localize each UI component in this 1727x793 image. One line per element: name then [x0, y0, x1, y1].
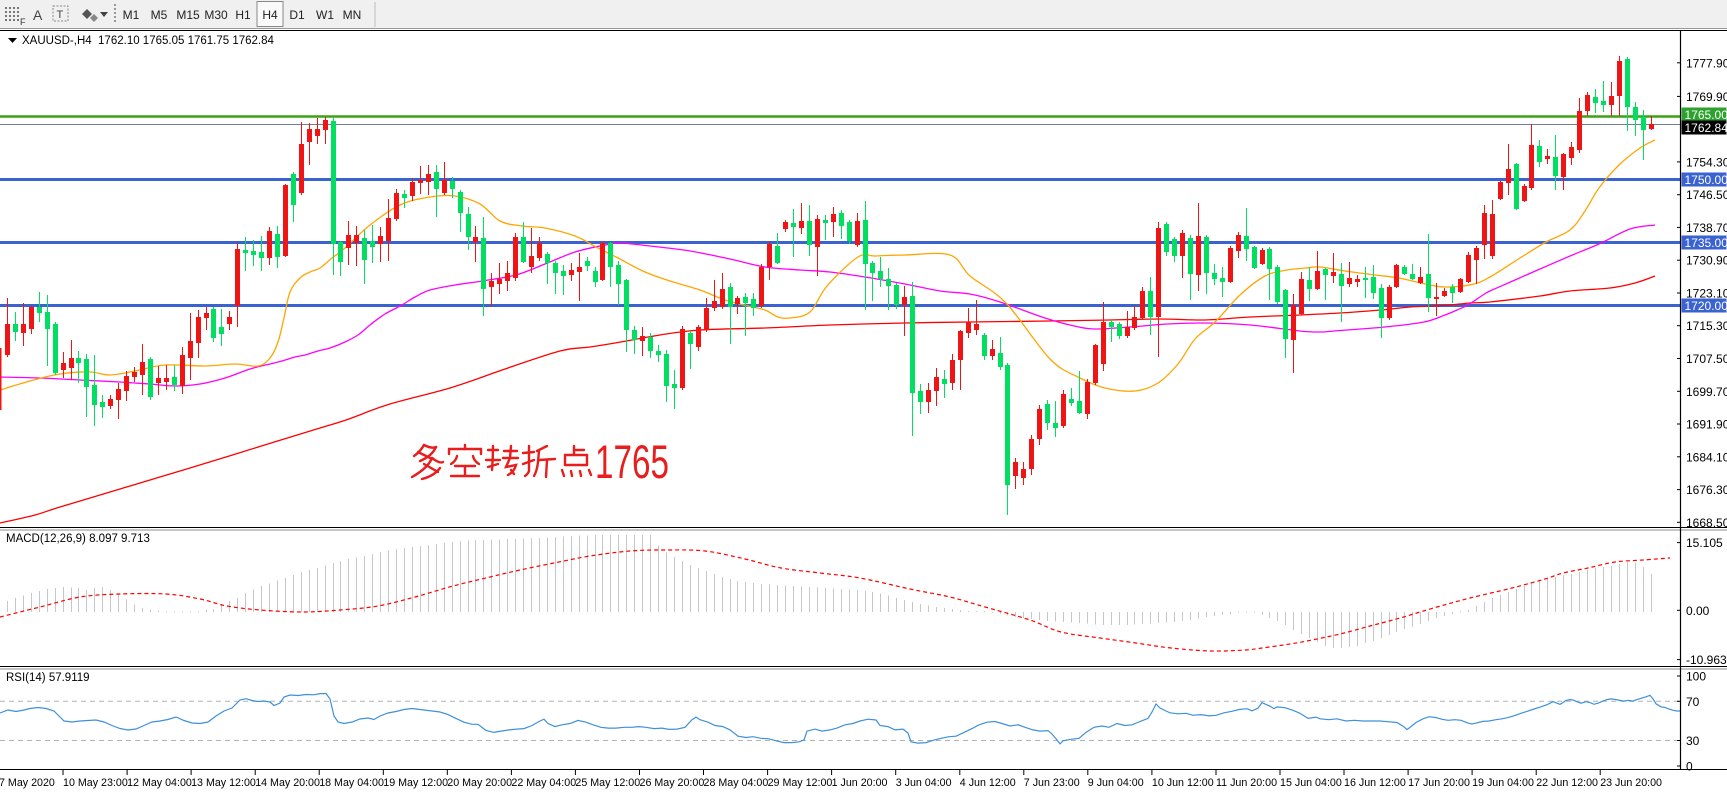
svg-text:1699.70: 1699.70: [1686, 385, 1727, 399]
svg-text:14 May 20:00: 14 May 20:00: [255, 777, 320, 789]
svg-text:17 Jun 20:00: 17 Jun 20:00: [1408, 777, 1470, 789]
svg-text:T: T: [57, 9, 64, 21]
svg-text:-10.963: -10.963: [1686, 653, 1727, 667]
svg-text:11 Jun 20:00: 11 Jun 20:00: [1216, 777, 1277, 789]
svg-text:1730.90: 1730.90: [1686, 254, 1727, 268]
svg-text:1691.90: 1691.90: [1686, 418, 1727, 432]
svg-text:25 May 12:00: 25 May 12:00: [575, 777, 640, 789]
svg-text:0: 0: [1686, 760, 1693, 774]
svg-text:1715.30: 1715.30: [1686, 319, 1727, 333]
svg-text:10 Jun 12:00: 10 Jun 12:00: [1152, 777, 1214, 789]
svg-text:XAUUSD-,H4 1762.10 1765.05 17: XAUUSD-,H4 1762.10 1765.05 1761.75 1762.…: [22, 35, 275, 47]
svg-text:1777.90: 1777.90: [1686, 56, 1727, 70]
svg-text:30: 30: [1686, 734, 1700, 748]
svg-text:M5: M5: [151, 8, 168, 22]
svg-text:W1: W1: [316, 8, 334, 22]
svg-text:1765: 1765: [595, 435, 669, 488]
svg-text:28 May 04:00: 28 May 04:00: [704, 777, 769, 789]
svg-text:7 May 2020: 7 May 2020: [0, 777, 55, 789]
svg-text:1746.50: 1746.50: [1686, 188, 1727, 202]
svg-text:1762.84: 1762.84: [1685, 121, 1727, 135]
svg-text:29 May 12:00: 29 May 12:00: [768, 777, 833, 789]
svg-text:1754.30: 1754.30: [1686, 155, 1727, 169]
svg-text:1738.70: 1738.70: [1686, 221, 1727, 235]
svg-text:19 May 12:00: 19 May 12:00: [383, 777, 448, 789]
svg-text:H1: H1: [235, 8, 251, 22]
svg-text:15.105: 15.105: [1686, 536, 1723, 550]
svg-text:F: F: [20, 17, 26, 27]
svg-text:RSI(14) 57.9119: RSI(14) 57.9119: [6, 672, 90, 684]
svg-text:1684.10: 1684.10: [1686, 450, 1727, 464]
svg-text:12 May 04:00: 12 May 04:00: [127, 777, 192, 789]
svg-text:3 Jun 04:00: 3 Jun 04:00: [896, 777, 952, 789]
svg-text:M15: M15: [176, 8, 200, 22]
svg-text:26 May 20:00: 26 May 20:00: [640, 777, 705, 789]
svg-text:1668.50: 1668.50: [1686, 516, 1727, 530]
svg-text:A: A: [33, 7, 43, 23]
svg-text:4 Jun 12:00: 4 Jun 12:00: [960, 777, 1016, 789]
svg-text:100: 100: [1686, 670, 1706, 684]
svg-text:22 Jun 12:00: 22 Jun 12:00: [1536, 777, 1598, 789]
svg-text:70: 70: [1686, 695, 1700, 709]
svg-text:1676.30: 1676.30: [1686, 483, 1727, 497]
svg-text:1707.50: 1707.50: [1686, 352, 1727, 366]
svg-text:M30: M30: [204, 8, 228, 22]
svg-text:1723.10: 1723.10: [1686, 287, 1727, 301]
svg-text:1765.00: 1765.00: [1685, 108, 1727, 122]
svg-text:18 May 04:00: 18 May 04:00: [319, 777, 384, 789]
svg-text:9 Jun 04:00: 9 Jun 04:00: [1088, 777, 1144, 789]
svg-text:1735.00: 1735.00: [1685, 236, 1727, 250]
svg-text:MACD(12,26,9) 8.097 9.713: MACD(12,26,9) 8.097 9.713: [6, 533, 150, 545]
svg-text:7 Jun 23:00: 7 Jun 23:00: [1024, 777, 1080, 789]
svg-text:1750.00: 1750.00: [1685, 173, 1727, 187]
svg-text:H4: H4: [262, 8, 278, 22]
svg-text:0.00: 0.00: [1686, 604, 1710, 618]
svg-text:22 May 04:00: 22 May 04:00: [511, 777, 576, 789]
svg-text:10 May 23:00: 10 May 23:00: [63, 777, 128, 789]
svg-text:M1: M1: [123, 8, 140, 22]
svg-text:1 Jun 20:00: 1 Jun 20:00: [832, 777, 888, 789]
svg-text:D1: D1: [289, 8, 305, 22]
svg-text:20 May 20:00: 20 May 20:00: [447, 777, 512, 789]
svg-text:23 Jun 20:00: 23 Jun 20:00: [1600, 777, 1662, 789]
svg-text:1769.90: 1769.90: [1686, 90, 1727, 104]
svg-text:MN: MN: [343, 8, 362, 22]
svg-text:16 Jun 12:00: 16 Jun 12:00: [1344, 777, 1406, 789]
svg-text:1720.00: 1720.00: [1685, 299, 1727, 313]
svg-text:19 Jun 04:00: 19 Jun 04:00: [1472, 777, 1534, 789]
svg-text:15 Jun 04:00: 15 Jun 04:00: [1280, 777, 1342, 789]
svg-text:13 May 12:00: 13 May 12:00: [191, 777, 256, 789]
